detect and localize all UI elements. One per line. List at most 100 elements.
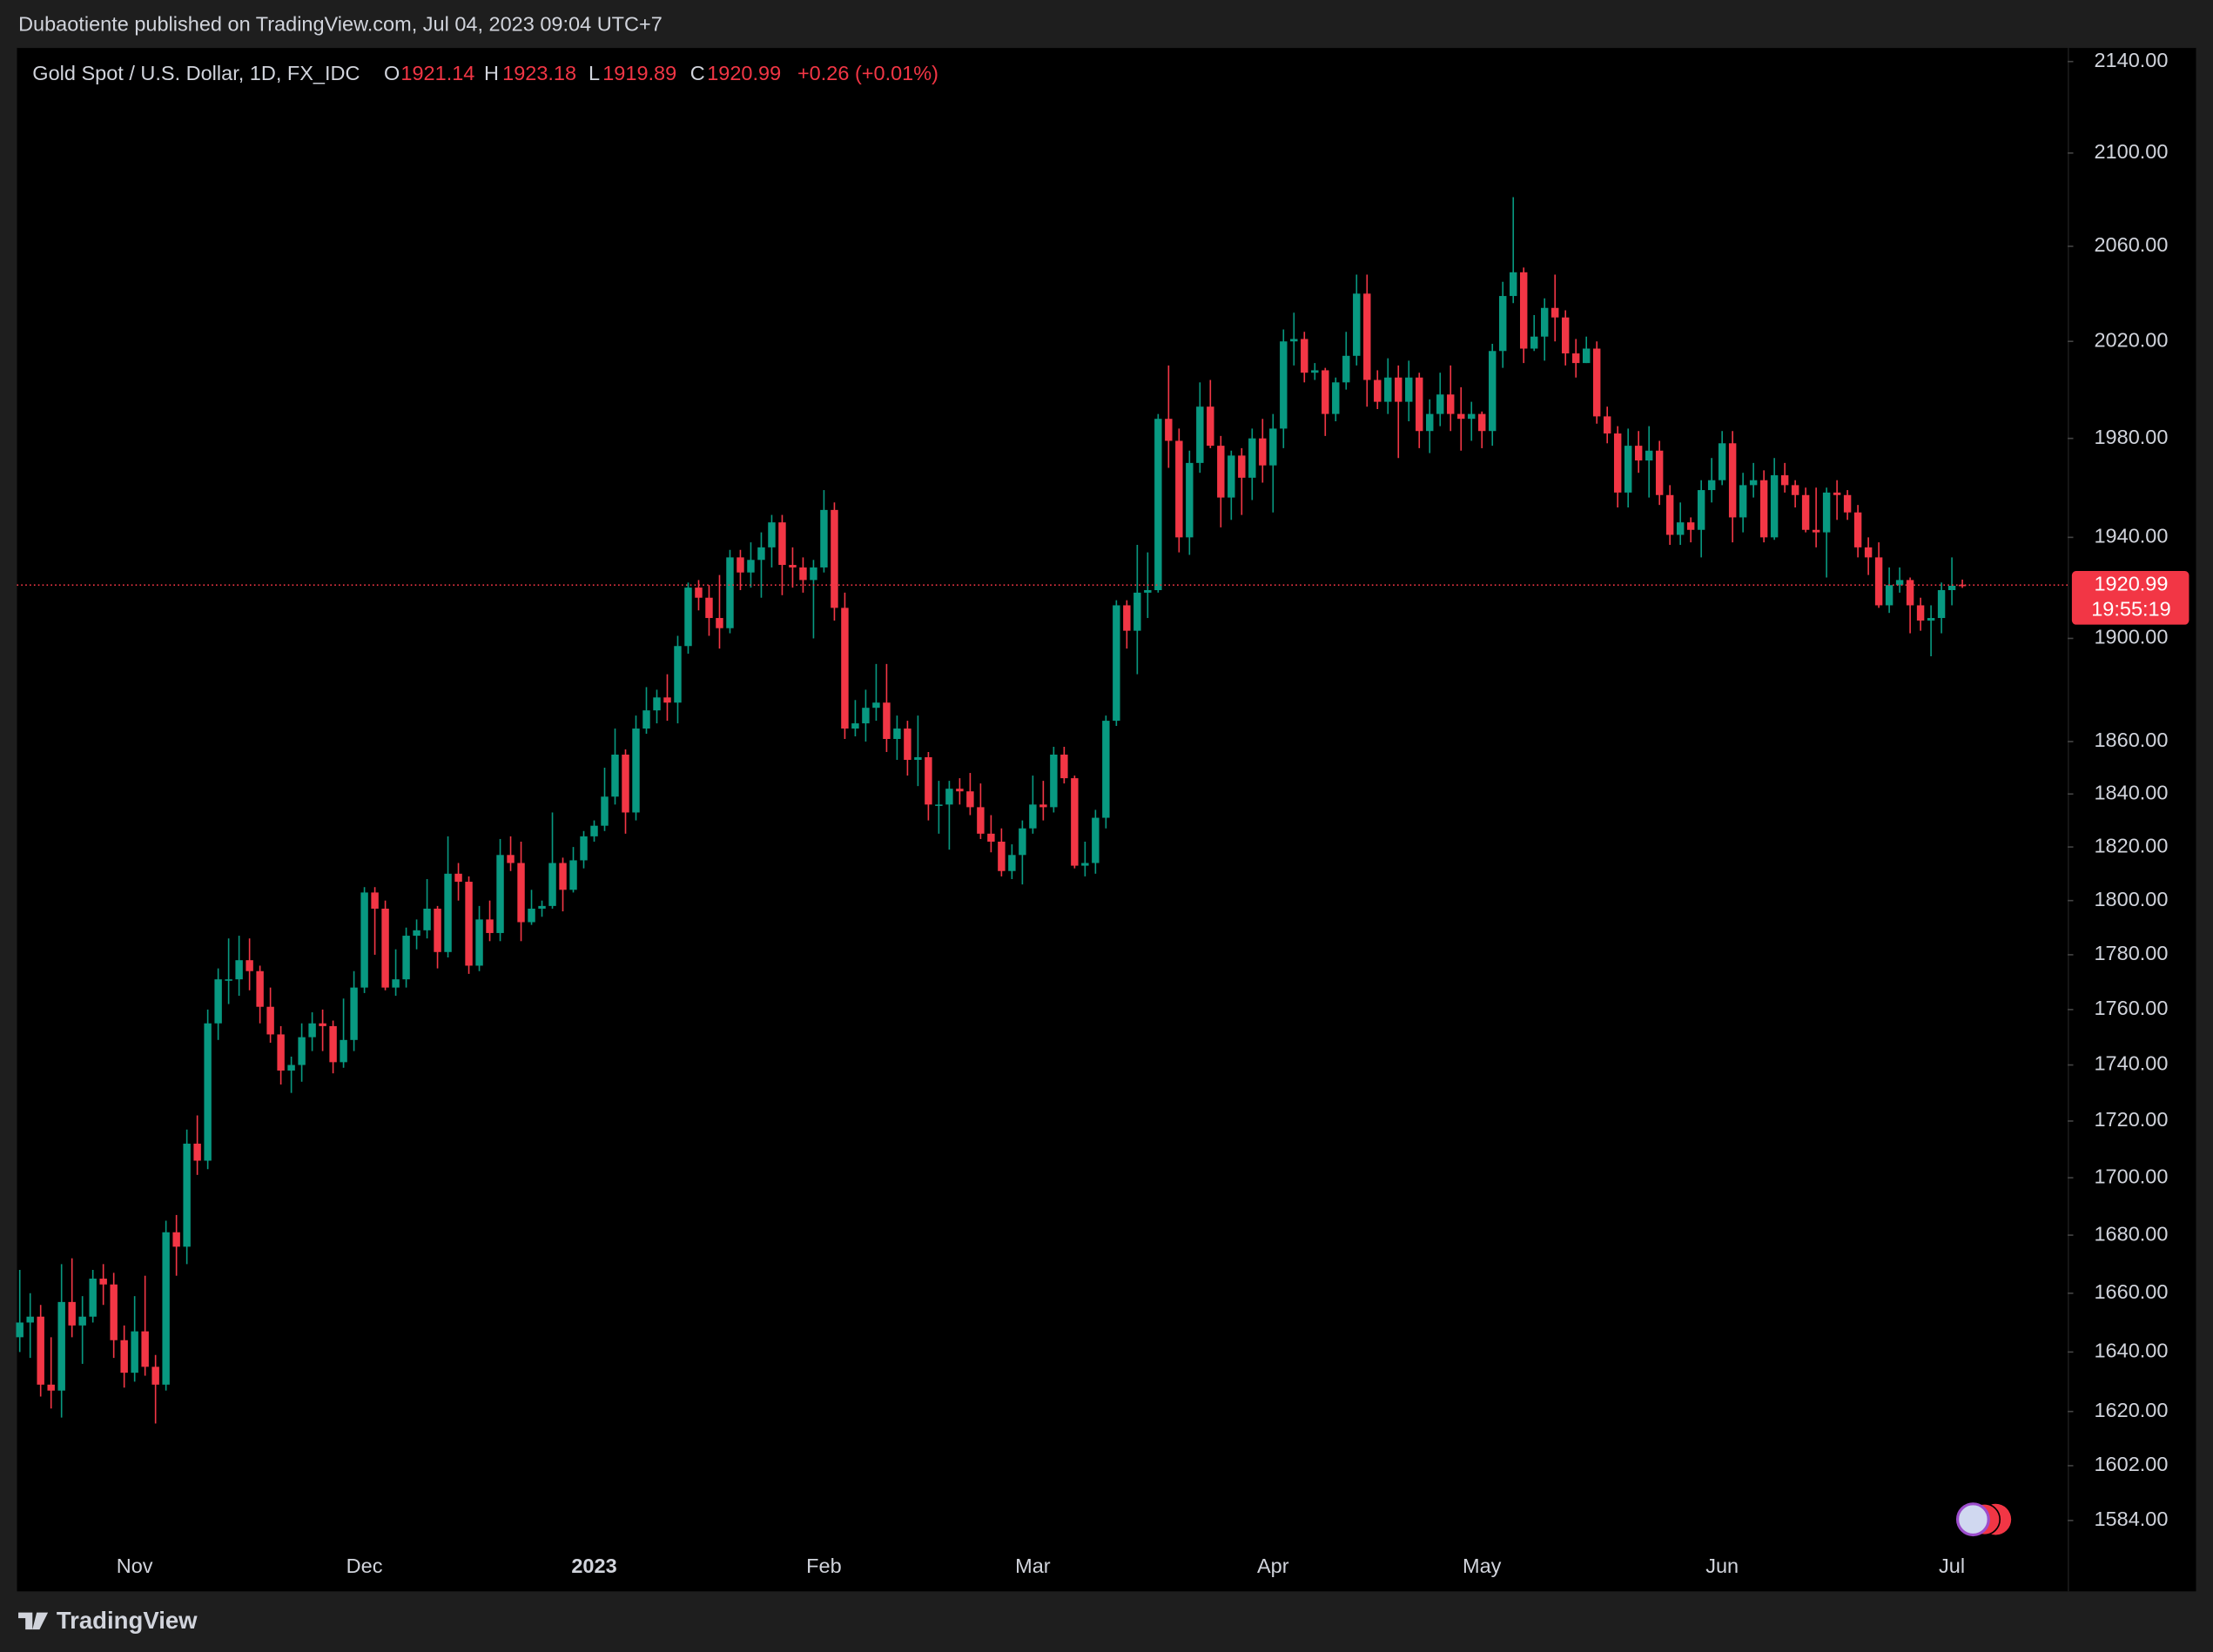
y-tick-label: 1620.00: [2094, 1399, 2168, 1421]
candle-body: [193, 1143, 201, 1161]
candle-body: [1060, 754, 1068, 779]
candle-body: [737, 557, 744, 573]
candle-body: [517, 863, 525, 923]
candle-body: [1520, 272, 1528, 349]
candle-body: [945, 789, 953, 805]
candle-body: [1301, 339, 1308, 373]
candle-body: [601, 796, 609, 826]
candle-body: [1436, 394, 1444, 414]
candle-body: [1812, 529, 1820, 533]
candle-body: [956, 789, 964, 792]
y-tick-label: 1740.00: [2094, 1052, 2168, 1075]
candle-body: [695, 588, 703, 598]
x-tick-label: Nov: [117, 1555, 153, 1577]
candle-body: [1175, 440, 1183, 538]
candle-body: [1113, 605, 1120, 722]
candle-body: [1092, 817, 1100, 863]
candle-body: [1102, 721, 1110, 818]
candle-body: [622, 754, 629, 813]
candle-body: [1624, 446, 1632, 493]
x-tick-label: 2023: [571, 1555, 616, 1577]
candle-body: [225, 979, 232, 981]
countdown-label: 19:55:19: [2091, 598, 2170, 621]
last-price-badge: [2071, 571, 2189, 625]
candle-body: [131, 1331, 138, 1373]
y-tick-label: 1660.00: [2094, 1280, 2168, 1303]
events-icon[interactable]: [1955, 1502, 2012, 1537]
candle-body: [1561, 317, 1570, 354]
candle-body: [966, 791, 974, 808]
candle-body: [987, 833, 995, 842]
candle-body: [1374, 379, 1382, 402]
candle-body: [350, 987, 358, 1040]
candle-body: [1530, 336, 1538, 349]
candle-body: [266, 1006, 274, 1035]
candle-body: [1550, 307, 1559, 318]
y-tick-label: 2100.00: [2094, 140, 2168, 163]
x-tick-label: Dec: [346, 1555, 383, 1577]
candle-body: [799, 567, 807, 581]
candle-body: [444, 873, 452, 952]
candle-body: [37, 1316, 44, 1385]
candle-body: [340, 1039, 347, 1063]
candle-body: [632, 729, 640, 813]
candle-body: [1395, 377, 1402, 402]
candle-body: [89, 1279, 97, 1317]
candle-body: [642, 710, 650, 729]
candle-body: [1207, 406, 1214, 447]
candle-body: [1144, 590, 1152, 593]
candle-body: [1228, 455, 1235, 498]
candle-body: [1342, 355, 1350, 383]
candle-body: [841, 608, 849, 729]
candle-body: [1718, 443, 1726, 480]
candle-body: [423, 908, 431, 930]
x-tick-label: Mar: [1015, 1555, 1051, 1577]
event-flag[interactable]: [1955, 1502, 1990, 1537]
y-tick-label: 2140.00: [2094, 49, 2168, 71]
candle-body: [1728, 443, 1737, 518]
y-tick-label: 1720.00: [2094, 1108, 2168, 1131]
candle-body: [1468, 413, 1476, 420]
candle-body: [298, 1037, 306, 1065]
footer-brand: TradingView: [57, 1607, 198, 1634]
candle-body: [1634, 446, 1643, 461]
candle-body: [204, 1023, 212, 1161]
candle-body: [277, 1034, 285, 1071]
candle-body: [47, 1384, 55, 1391]
candle-body: [1571, 353, 1580, 364]
candle-body: [1186, 462, 1194, 538]
candle-body: [935, 804, 943, 806]
publisher-header: Dubaotiente published on TradingView.com…: [18, 12, 663, 35]
legend-value: 1920.99: [707, 62, 781, 84]
x-tick-label: Apr: [1257, 1555, 1289, 1577]
candle-body: [1822, 492, 1831, 533]
candle-body: [465, 882, 473, 966]
candle-body: [1238, 455, 1246, 478]
candle-body: [1196, 406, 1204, 463]
candle-body: [1447, 394, 1455, 414]
y-tick-label: 1900.00: [2094, 626, 2168, 648]
candle-body: [1739, 485, 1747, 518]
candle-body: [454, 873, 462, 883]
x-tick-label: May: [1463, 1555, 1502, 1577]
candle-body: [705, 597, 713, 619]
candle-body: [726, 557, 734, 628]
candle-body: [789, 565, 797, 567]
candle-body: [1937, 590, 1946, 619]
candle-body: [862, 708, 870, 724]
candle-body: [569, 860, 577, 890]
candle-body: [141, 1331, 149, 1367]
legend-label: C: [690, 62, 705, 84]
candle-body: [392, 979, 400, 988]
candle-body: [1019, 828, 1026, 856]
candle-body: [977, 807, 985, 834]
candle-body: [1603, 416, 1611, 434]
candle-body: [287, 1064, 295, 1071]
candle-body: [1958, 584, 1967, 587]
candle-body: [1853, 512, 1862, 547]
candle-body: [371, 892, 379, 909]
y-tick-label: 2020.00: [2094, 328, 2168, 351]
candle-body: [235, 960, 243, 980]
y-tick-label: 2060.00: [2094, 233, 2168, 256]
